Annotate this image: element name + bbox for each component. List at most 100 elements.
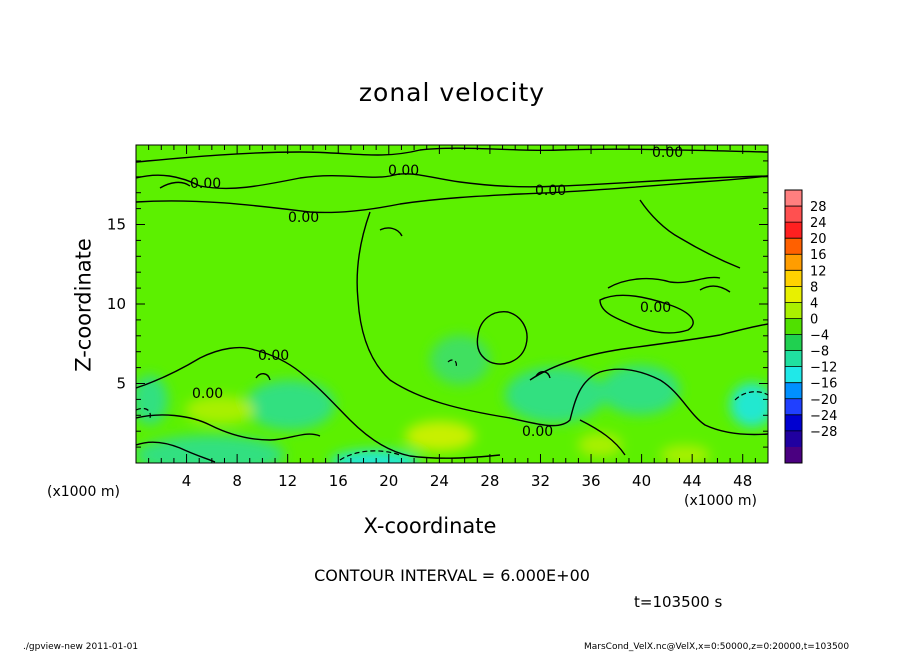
- colorbar-swatch: [785, 222, 802, 239]
- contour-small-3: [699, 285, 731, 293]
- contour-label: 0.00: [258, 348, 289, 364]
- colorbar-label: 28: [810, 200, 827, 215]
- blob-neg-7: [136, 375, 168, 425]
- dashed-1: [734, 391, 768, 401]
- footer-right: MarsCond_VelX.nc@VelX,x=0:50000,z=0:2000…: [584, 642, 850, 652]
- x-tick-label: 4: [182, 472, 192, 490]
- colorbar-swatch: [785, 254, 802, 271]
- contour-main: [356, 211, 768, 436]
- x-tick-label: 12: [278, 472, 297, 490]
- colorbar-swatch: [785, 238, 802, 255]
- x-tick-label: 36: [581, 472, 600, 490]
- contour-label-group: 0.00 0.00 0.00 0.00 0.00 0.00 0.00 0.00 …: [190, 145, 683, 440]
- colorbar-label: 16: [810, 248, 827, 263]
- contour-label: 0.00: [522, 424, 553, 440]
- x-axis: 4 8 12 16 20 24 28 32 36 40 44 48: [148, 145, 756, 490]
- dashed-4: [136, 407, 151, 419]
- footer-left: ./gpview-new 2011-01-01: [23, 642, 139, 652]
- x-tick-label: 20: [379, 472, 398, 490]
- colorbar-label: 24: [810, 216, 827, 231]
- colorbar-swatch: [785, 318, 802, 336]
- contour-label: 0.00: [652, 145, 683, 161]
- x-tick-label: 32: [531, 472, 550, 490]
- blob-neg-1: [136, 435, 285, 463]
- contour-low-right: [579, 419, 626, 456]
- contour-label: 0.00: [388, 163, 419, 179]
- colorbar-frame: [784, 189, 803, 464]
- contour-closed-2: [599, 294, 694, 334]
- blob-neg-8: [430, 335, 490, 385]
- colorbar-label: −4: [810, 329, 829, 344]
- colorbar-swatch: [785, 446, 802, 464]
- contour-label: 0.00: [640, 300, 671, 316]
- y-tick-label: 10: [107, 295, 126, 313]
- contour-low-2: [136, 414, 321, 441]
- colorbar-swatch: [785, 206, 802, 223]
- contour-right-2: [607, 276, 721, 289]
- contour-small-4: [255, 373, 271, 381]
- colorbar-label: −20: [810, 393, 837, 408]
- colorbar-label: −16: [810, 377, 837, 392]
- x-unit-label-left: (x1000 m): [47, 484, 120, 500]
- colorbar-label: −12: [810, 361, 837, 376]
- blob-pos-1: [405, 421, 475, 451]
- colorbar-label: 8: [810, 280, 818, 295]
- colorbar-label: 20: [810, 232, 827, 247]
- x-tick-label: 48: [733, 472, 752, 490]
- colorbar-swatch: [785, 414, 802, 432]
- colorbar-swatch: [785, 286, 802, 303]
- contour-lines: [136, 147, 768, 463]
- colorbar-label: 0: [810, 312, 818, 327]
- contour-low-left: [136, 346, 501, 459]
- contour-dashed: [136, 359, 768, 461]
- contour-label: 0.00: [288, 210, 319, 226]
- contour-closed-1: [476, 311, 528, 365]
- dashed-3: [447, 359, 457, 369]
- colorbar-swatch: [785, 190, 802, 207]
- time-label: t=103500 s: [634, 593, 723, 611]
- x-tick-label: 24: [430, 472, 449, 490]
- field-blobs: [136, 335, 768, 463]
- colorbar-swatch: [785, 430, 802, 448]
- colorbar-swatch: [785, 270, 802, 287]
- colorbar-label: 4: [810, 296, 818, 311]
- colorbar-swatch: [785, 398, 802, 416]
- blob-pos-3: [578, 433, 622, 457]
- contour-top-1: [136, 147, 768, 163]
- y-axis: 5 10 15: [107, 160, 768, 448]
- x-tick-label: 8: [232, 472, 242, 490]
- x-axis-label: X-coordinate: [363, 514, 497, 538]
- x-unit-label-right: (x1000 m): [684, 493, 757, 509]
- blob-neg-6: [730, 383, 768, 427]
- blob-neg-4: [505, 367, 605, 423]
- dashed-2: [339, 450, 401, 461]
- contour-right-1: [529, 323, 768, 381]
- contour-right-3: [639, 199, 741, 269]
- x-tick-label: 44: [683, 472, 702, 490]
- contour-low-3: [136, 441, 216, 463]
- blob-neg-3: [245, 380, 335, 430]
- blob-neg-5: [600, 365, 680, 415]
- colorbar-label: −24: [810, 409, 837, 424]
- y-axis-label: Z-coordinate: [71, 238, 96, 372]
- contour-small-1: [159, 181, 191, 189]
- blob-pos-2: [185, 396, 255, 424]
- contour-top-2: [136, 173, 768, 190]
- contour-small-5: [535, 371, 551, 379]
- blob-neg-2: [330, 450, 420, 463]
- contour-label: 0.00: [535, 183, 566, 199]
- colorbar-label: −8: [810, 345, 829, 360]
- colorbar-swatch: [785, 350, 802, 368]
- x-tick-label: 16: [329, 472, 348, 490]
- colorbar-label: −28: [810, 425, 837, 440]
- colorbar-swatch: [785, 382, 802, 400]
- contour-interval-text: CONTOUR INTERVAL = 6.000E+00: [314, 566, 590, 585]
- blob-pos-4: [660, 445, 710, 463]
- contour-label: 0.00: [192, 386, 223, 402]
- colorbar-swatch: [785, 366, 802, 384]
- colorbar-swatch: [785, 334, 802, 352]
- contour-label: 0.00: [190, 176, 221, 192]
